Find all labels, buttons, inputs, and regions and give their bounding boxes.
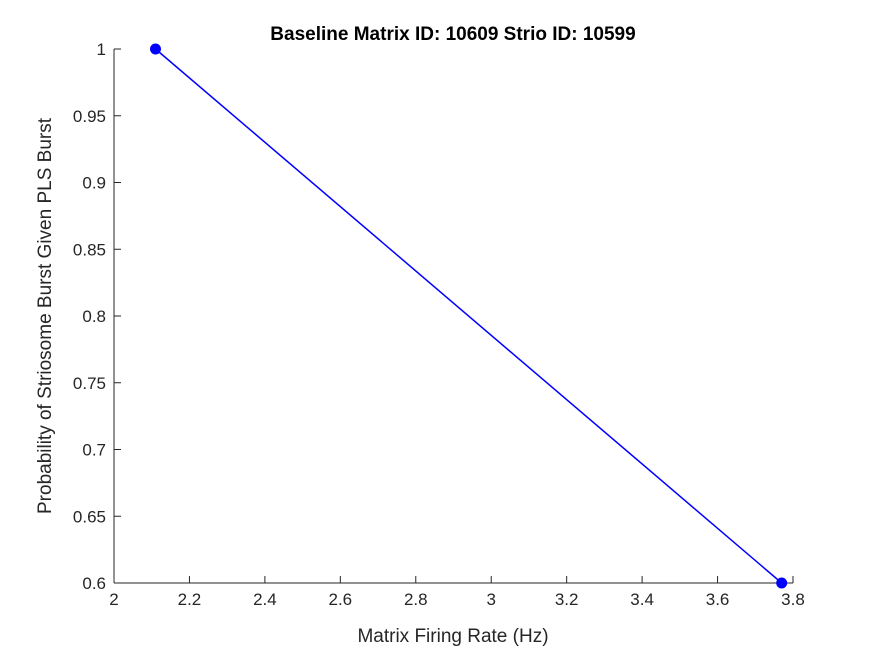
series-line: [155, 48, 783, 584]
y-tick-label: 0.65: [73, 507, 106, 526]
plot-area: 2 2.2 2.4 2.6 2.8 3 3.2 3.4 3.6 3.8 0.6 0.65 0.7 0.75…: [73, 40, 805, 609]
y-tick-label: 0.8: [82, 307, 106, 326]
x-tick-label: 3.6: [706, 590, 730, 609]
y-tick-label: 0.95: [73, 107, 106, 126]
data-point: [149, 43, 161, 55]
x-tick-label: 2.4: [253, 590, 277, 609]
y-tick-label: 0.6: [82, 574, 106, 593]
x-tick-label: 2.2: [178, 590, 202, 609]
y-axis-label: Probability of Striosome Burst Given PLS…: [35, 117, 56, 514]
y-tick-label: 0.85: [73, 240, 106, 259]
x-tick-label: 3: [486, 590, 495, 609]
y-tick-label: 0.9: [82, 174, 106, 193]
x-tick-label: 3.4: [630, 590, 654, 609]
y-tick-label: 0.75: [73, 374, 106, 393]
x-axis-label: Matrix Firing Rate (Hz): [357, 626, 548, 647]
x-tick-label: 3.2: [555, 590, 579, 609]
x-tick-label: 2.6: [329, 590, 353, 609]
x-tick-label: 3.8: [781, 590, 805, 609]
y-tick-label: 1: [97, 40, 106, 59]
chart-title: Baseline Matrix ID: 10609 Strio ID: 1059…: [270, 24, 635, 45]
data-point: [776, 577, 788, 589]
x-tick-label: 2: [109, 590, 118, 609]
x-tick-label: 2.8: [404, 590, 428, 609]
y-tick-label: 0.7: [82, 441, 106, 460]
